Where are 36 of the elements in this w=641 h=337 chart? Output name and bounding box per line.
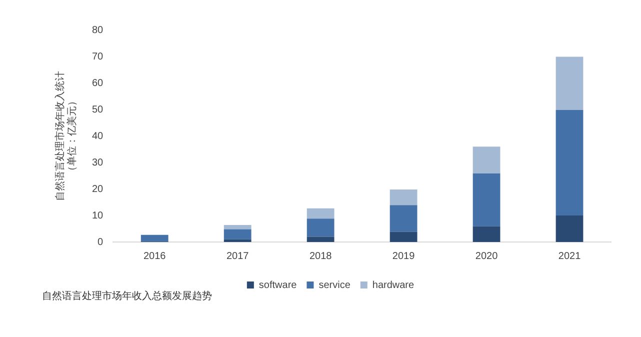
y-tick-label: 70: [92, 51, 104, 62]
bar: [556, 56, 584, 110]
bar: [472, 173, 500, 226]
bar: [224, 229, 252, 240]
y-axis-title: 自然语言处理市场年收入统计（单位：亿美元）: [54, 71, 78, 201]
bar: [224, 239, 252, 242]
bar: [472, 226, 500, 242]
legend-label: hardware: [372, 280, 415, 291]
bar: [390, 232, 418, 242]
x-tick-label: 2021: [558, 250, 582, 262]
bar: [306, 218, 334, 237]
bar: [556, 110, 584, 216]
x-tick-label: 2019: [392, 250, 416, 262]
y-tick-label: 20: [92, 184, 104, 195]
text: 自然语言处理市场年收入总额发展趋势: [42, 290, 212, 304]
bar: [390, 190, 418, 206]
bar: [390, 205, 418, 232]
y-tick-label: 40: [92, 130, 104, 142]
bar: [140, 234, 168, 242]
y-tick-label: 60: [92, 78, 104, 89]
y-tick-label: 30: [92, 157, 104, 168]
y-tick-label: 80: [92, 24, 104, 36]
bar: [472, 146, 500, 174]
y-tick-label: 50: [92, 104, 104, 116]
x-tick-label: 2016: [143, 250, 166, 262]
bar: [224, 225, 252, 230]
bar: [556, 216, 584, 242]
bar: [306, 208, 334, 219]
y-tick-label: 10: [92, 210, 104, 222]
x-tick-label: 2020: [475, 250, 498, 262]
bar: [306, 236, 334, 242]
y-tick-label: 0: [98, 236, 104, 248]
legend-label: service: [318, 280, 351, 291]
legend-label: software: [258, 280, 298, 291]
x-tick-label: 2018: [309, 250, 332, 262]
x-tick-label: 2017: [226, 250, 250, 262]
